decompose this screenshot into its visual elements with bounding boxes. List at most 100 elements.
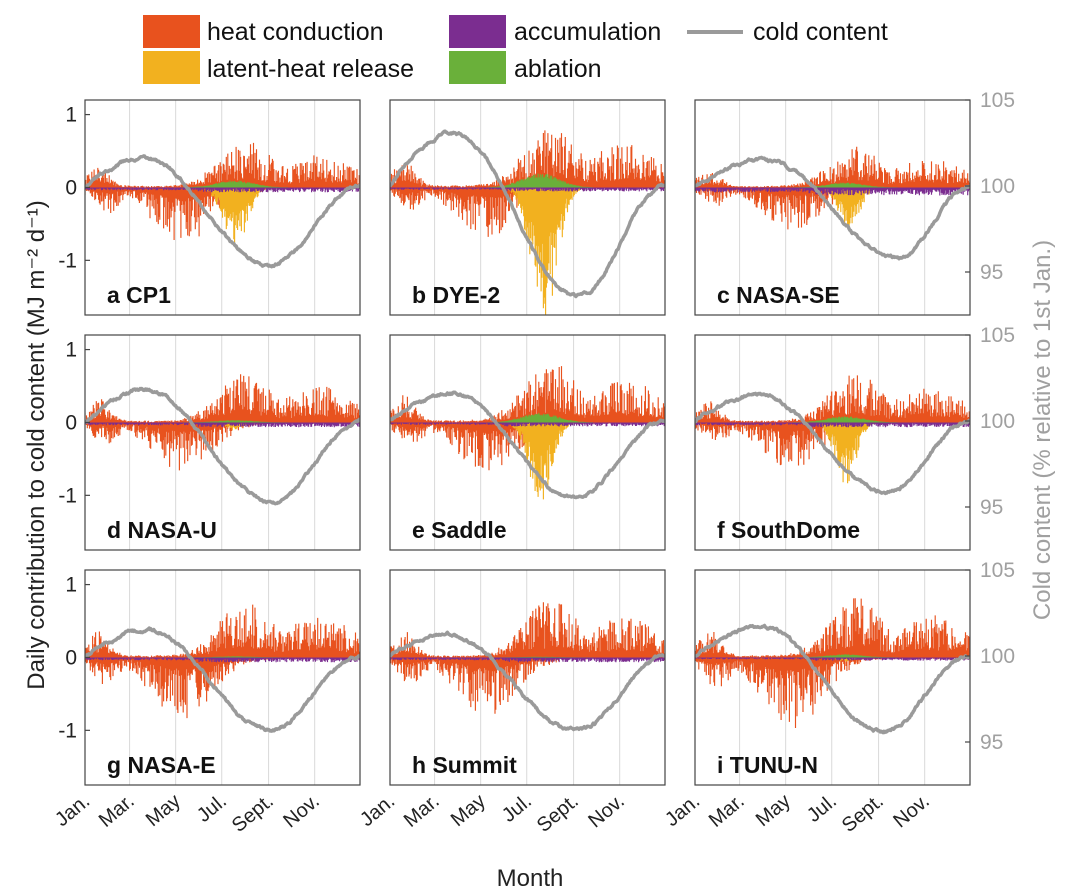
month-tick-label: May [447,790,490,831]
cold-content-line [390,390,665,500]
panel-frame [389,569,666,786]
heat-conduction-bars-positive [695,598,970,658]
panel-label: i TUNU-N [717,752,818,778]
legend-swatch-heat-conduction [143,15,200,48]
y-axis-label-left: Daily contribution to cold content (MJ m… [23,200,50,690]
cold-content-line [85,386,360,506]
y-tick-label-left: 1 [65,104,77,127]
ablation-bars [487,656,594,658]
cold-content-line [85,154,360,269]
legend-label-cold-content: cold content [753,18,888,46]
y-tick-label-right: 100 [980,410,1015,433]
y-tick-label-left: -1 [58,484,77,507]
cold-content-line [695,391,970,496]
month-tick-label: Mar. [95,790,139,832]
panel-2: b DYE-2 [389,99,666,316]
ablation-bars [182,656,289,658]
legend-label-latent-heat-release: latent-heat release [207,55,414,83]
heat-conduction-bars-positive [85,374,360,423]
month-tick-label: Sept. [533,790,583,837]
accumulation-bars [695,657,970,661]
y-tick-label-right: 95 [980,496,1003,519]
bars [695,375,970,484]
accumulation-bars [390,187,665,192]
bars [390,602,665,714]
panel-label: c NASA-SE [717,282,840,308]
legend-label-ablation: ablation [514,55,602,83]
heat-conduction-bars-positive [695,146,970,188]
heat-conduction-bars-negative [390,657,665,714]
y-tick-label-left: 0 [65,411,77,434]
ablation-bars [182,420,289,423]
panel-label: e Saddle [412,517,507,543]
bars [85,374,360,471]
month-tick-label: Jan. [356,790,399,831]
accumulation-bars [85,422,360,428]
y-tick-label-right: 95 [980,261,1003,284]
ablation-bars [487,412,594,423]
accumulation-bars [85,187,360,193]
panel-5: e Saddle [389,334,666,551]
y-tick-label-right: 95 [980,731,1003,754]
bars [695,146,970,231]
heat-conduction-bars-positive [85,604,360,658]
y-tick-label-left: 0 [65,646,77,669]
cold-content-line [695,623,970,735]
panel-frame [84,334,361,551]
panel-frame [84,99,361,316]
panel-9: 105 100 95 Jan. Mar. May Jul.Sept. Nov. i TUNU-N [661,559,1015,837]
heat-conduction-bars-positive [695,375,970,423]
x-axis-label: Month [497,865,564,892]
heat-conduction-bars-positive [390,366,665,423]
ablation-bars [182,180,289,188]
cold-content-line [695,155,970,261]
panel-frame [389,334,666,551]
panel-label: d NASA-U [107,517,217,543]
y-tick-label-left: 1 [65,574,77,597]
panel-label: a CP1 [107,282,171,308]
cold-content-line [390,129,665,299]
panel-frame [694,99,971,316]
cold-content-line [85,626,360,733]
y-tick-label-left: 0 [65,176,77,199]
month-tick-label: Nov. [889,790,934,832]
month-tick-label: May [142,790,185,831]
month-tick-label: Nov. [279,790,324,832]
legend-swatch-latent-heat-release [143,51,200,84]
bars [390,366,665,500]
panel-4: 1 0 -1 d NASA-U [58,334,361,551]
month-tick-label: Jul. [498,790,536,827]
legend-label-heat-conduction: heat conduction [207,18,384,46]
bars [85,604,360,719]
heat-conduction-bars-positive [85,142,360,188]
panel-label: f SouthDome [717,517,860,543]
panel-1: 1 0 -1 a CP1 [58,99,361,316]
panel-6: 105 100 95 f SouthDome [694,324,1015,551]
panel-label: b DYE-2 [412,282,500,308]
y-tick-label-right: 105 [980,89,1015,112]
y-tick-label-right: 100 [980,175,1015,198]
accumulation-bars [390,422,665,427]
month-tick-label: May [752,790,795,831]
panel-frame [389,99,666,316]
month-tick-label: Jan. [51,790,94,831]
y-axis-label-right: Cold content (% relative to 1st Jan.) [1029,240,1056,620]
heat-conduction-bars-positive [390,602,665,658]
panel-frame [694,569,971,786]
legend-label-accumulation: accumulation [514,18,661,46]
bars [390,130,665,315]
panel-label: g NASA-E [107,752,216,778]
month-tick-label: Mar. [400,790,444,832]
month-tick-label: Jan. [661,790,704,831]
latent-heat-release-bars [813,422,878,484]
legend-swatch-ablation [449,51,506,84]
y-tick-label-right: 100 [980,645,1015,668]
panel-frame [84,569,361,786]
legend: heat conduction latent-heat release accu… [143,15,888,84]
panel-frame [694,334,971,551]
y-tick-label-left: 1 [65,339,77,362]
accumulation-bars [390,657,665,663]
accumulation-bars [85,657,360,663]
panels: 1 0 -1 a CP1 b DYE-2 105 100 95 c NASA-SE 1 0 -1 d N… [51,89,1015,837]
